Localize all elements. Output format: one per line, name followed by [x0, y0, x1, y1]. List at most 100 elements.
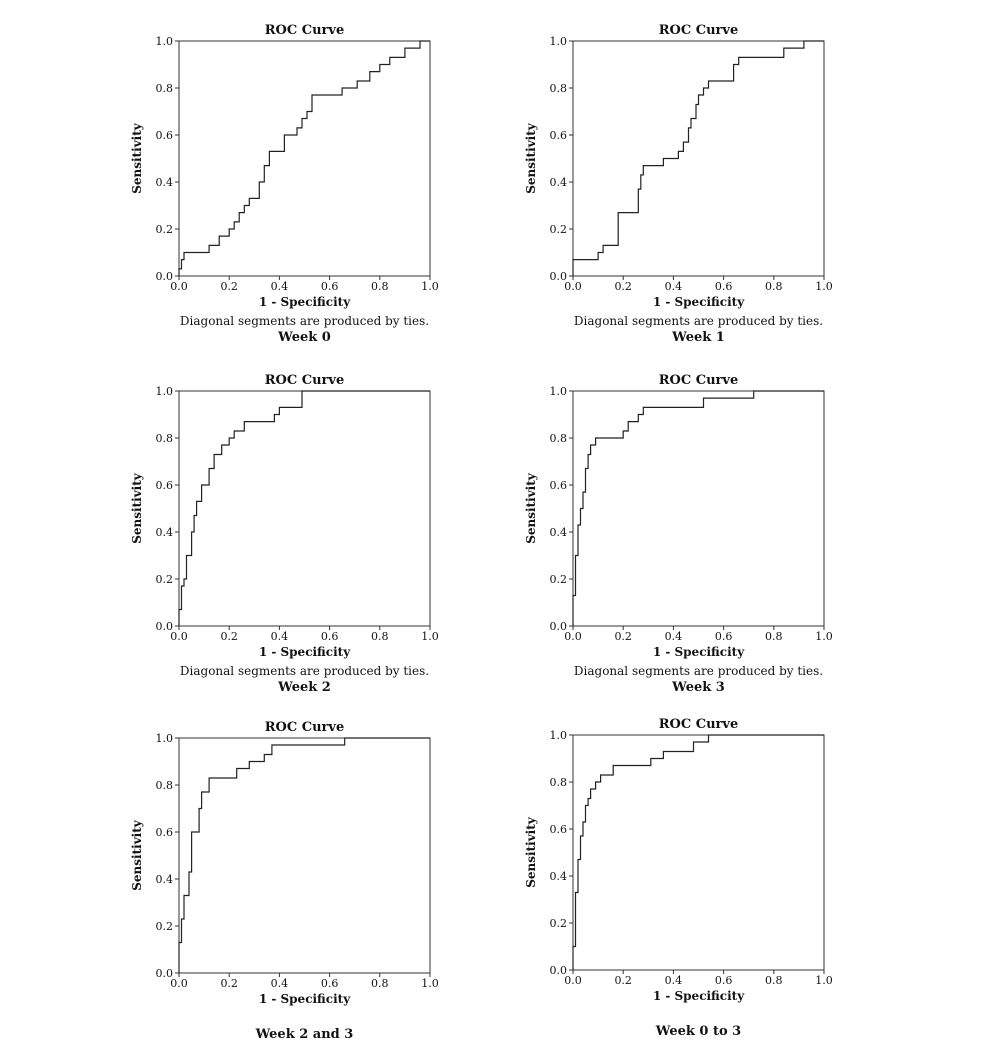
- y-tick-label: 0.6: [156, 129, 174, 142]
- x-tick-label: 1.0: [815, 630, 833, 643]
- plot-frame: [572, 734, 825, 971]
- x-tick-label: 0.0: [170, 977, 188, 990]
- chart-title: ROC Curve: [265, 373, 344, 388]
- panel-caption: Week 1: [671, 330, 725, 345]
- y-tick-label: 0.2: [156, 573, 174, 586]
- x-tick-label: 0.8: [765, 630, 783, 643]
- chart-title: ROC Curve: [265, 720, 344, 735]
- y-tick-label: 0.8: [550, 82, 568, 95]
- roc-panel-2: ROC Curve 0.0 0.2 0.4 0.6 0.8 1.0 0.0 0.2 0.4 0.6 0…: [524, 23, 833, 345]
- y-tick-label: 0.8: [550, 432, 568, 445]
- ties-note: Diagonal segments are produced by ties.: [180, 664, 429, 678]
- y-tick-label: 0.0: [156, 270, 174, 283]
- x-tick-label: 1.0: [421, 630, 439, 643]
- y-axis-label: Sensitivity: [130, 122, 144, 194]
- ties-note: Diagonal segments are produced by ties.: [574, 664, 823, 678]
- y-tick-label: 0.8: [156, 82, 174, 95]
- chart-title: ROC Curve: [659, 717, 738, 732]
- y-tick-label: 0.6: [156, 826, 174, 839]
- chart-title: ROC Curve: [659, 23, 738, 38]
- x-tick-label: 0.4: [665, 974, 683, 987]
- plot-frame: [572, 390, 825, 627]
- x-tick-label: 1.0: [421, 280, 439, 293]
- x-tick-label: 0.0: [170, 280, 188, 293]
- y-tick-label: 0.0: [550, 964, 568, 977]
- y-tick-label: 0.4: [156, 526, 174, 539]
- y-tick-label: 0.6: [550, 479, 568, 492]
- y-tick-label: 0.6: [156, 479, 174, 492]
- x-tick-label: 0.0: [564, 630, 582, 643]
- x-axis-label: 1 - Specificity: [259, 295, 351, 309]
- roc-curve-line: [178, 390, 430, 626]
- x-tick-label: 0.8: [765, 280, 783, 293]
- x-tick-label: 0.4: [271, 630, 289, 643]
- x-tick-label: 0.6: [715, 630, 733, 643]
- x-tick-label: 0.2: [614, 974, 632, 987]
- chart-title: ROC Curve: [659, 373, 738, 388]
- y-axis-label: Sensitivity: [524, 472, 538, 544]
- x-tick-label: 0.4: [271, 280, 289, 293]
- y-tick-label: 0.2: [156, 920, 174, 933]
- x-tick-label: 0.6: [715, 974, 733, 987]
- panel-caption: Week 0 to 3: [655, 1024, 741, 1039]
- x-tick-label: 1.0: [421, 977, 439, 990]
- x-tick-label: 0.8: [371, 280, 389, 293]
- ties-note: Diagonal segments are produced by ties.: [180, 314, 429, 328]
- x-tick-label: 1.0: [815, 280, 833, 293]
- x-tick-label: 0.6: [715, 280, 733, 293]
- panel-caption: Week 0: [277, 330, 331, 345]
- y-tick-label: 0.0: [550, 270, 568, 283]
- x-tick-label: 0.4: [271, 977, 289, 990]
- y-tick-label: 0.0: [550, 620, 568, 633]
- y-tick-label: 1.0: [550, 35, 568, 48]
- plot-frame: [178, 40, 431, 277]
- x-tick-label: 0.2: [220, 630, 238, 643]
- y-tick-label: 1.0: [156, 385, 174, 398]
- plot-frame: [178, 737, 431, 974]
- x-tick-label: 0.0: [564, 280, 582, 293]
- y-tick-label: 0.0: [156, 620, 174, 633]
- y-tick-label: 0.8: [156, 779, 174, 792]
- roc-curve-line: [178, 737, 430, 973]
- x-tick-label: 0.0: [170, 630, 188, 643]
- roc-panel-5: ROC Curve 0.0 0.2 0.4 0.6 0.8 1.0 0.0 0.2 0.4 0.6 0…: [130, 720, 439, 1042]
- y-axis-label: Sensitivity: [524, 816, 538, 888]
- x-axis-label: 1 - Specificity: [653, 295, 745, 309]
- x-tick-label: 0.2: [220, 280, 238, 293]
- x-tick-label: 0.6: [321, 280, 339, 293]
- x-tick-label: 0.0: [564, 974, 582, 987]
- y-tick-label: 1.0: [550, 729, 568, 742]
- y-tick-label: 0.8: [550, 776, 568, 789]
- plot-frame: [572, 40, 825, 277]
- y-tick-label: 0.8: [156, 432, 174, 445]
- y-tick-label: 0.2: [550, 573, 568, 586]
- y-tick-label: 0.4: [550, 870, 568, 883]
- y-tick-label: 0.2: [550, 223, 568, 236]
- x-tick-label: 0.4: [665, 630, 683, 643]
- panel-caption: Week 2 and 3: [255, 1027, 354, 1042]
- y-tick-label: 0.4: [156, 176, 174, 189]
- roc-panel-6: ROC Curve 0.0 0.2 0.4 0.6 0.8 1.0 0.0 0.2 0.4 0.6 0…: [524, 717, 833, 1039]
- y-tick-label: 0.0: [156, 967, 174, 980]
- roc-curve-line: [572, 734, 824, 970]
- y-tick-label: 1.0: [156, 35, 174, 48]
- y-tick-label: 0.4: [550, 176, 568, 189]
- y-tick-label: 1.0: [550, 385, 568, 398]
- y-tick-label: 0.2: [156, 223, 174, 236]
- y-tick-label: 0.6: [550, 823, 568, 836]
- x-tick-label: 0.2: [220, 977, 238, 990]
- roc-panel-1: ROC Curve 0.0 0.2 0.4 0.6 0.8 1.0 0.0 0.2 0.4 0.6 0…: [130, 23, 439, 345]
- ties-note: Diagonal segments are produced by ties.: [574, 314, 823, 328]
- roc-curve-line: [572, 40, 824, 276]
- chart-title: ROC Curve: [265, 23, 344, 38]
- x-tick-label: 0.8: [765, 974, 783, 987]
- y-tick-label: 0.2: [550, 917, 568, 930]
- x-tick-label: 0.8: [371, 977, 389, 990]
- y-axis-label: Sensitivity: [130, 819, 144, 891]
- plot-frame: [178, 390, 431, 627]
- x-tick-label: 0.6: [321, 630, 339, 643]
- y-axis-label: Sensitivity: [524, 122, 538, 194]
- roc-curve-line: [572, 390, 824, 626]
- x-axis-label: 1 - Specificity: [259, 645, 351, 659]
